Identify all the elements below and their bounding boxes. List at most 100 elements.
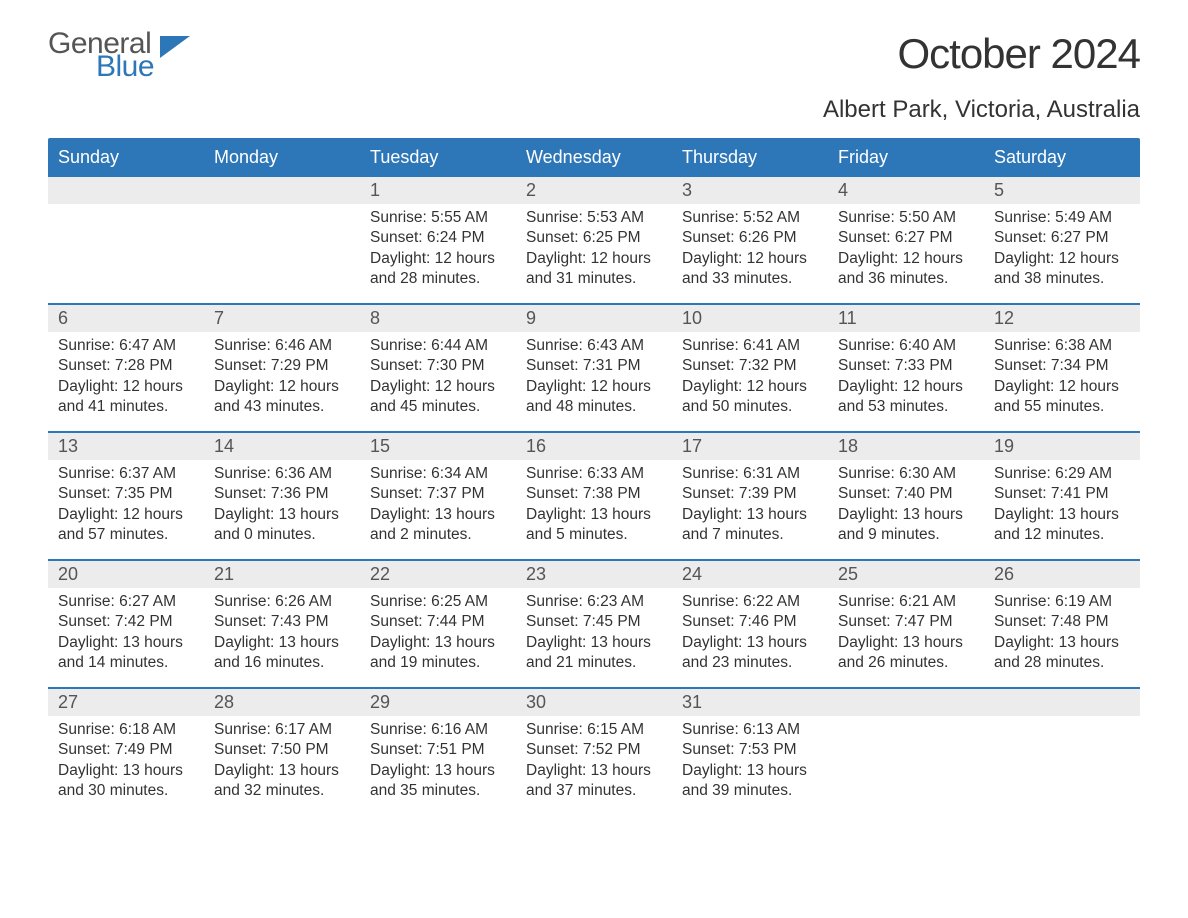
calendar-day-cell: 28Sunrise: 6:17 AMSunset: 7:50 PMDayligh…: [204, 689, 360, 815]
calendar-day-cell: [48, 177, 204, 303]
sunset-line: Sunset: 7:29 PM: [214, 356, 350, 376]
day-number: 14: [204, 433, 360, 460]
sunrise-line: Sunrise: 6:26 AM: [214, 592, 350, 612]
daylight-line: Daylight: 13 hours and 32 minutes.: [214, 761, 350, 802]
sunset-line: Sunset: 6:24 PM: [370, 228, 506, 248]
sunset-line: Sunset: 7:44 PM: [370, 612, 506, 632]
sunrise-line: Sunrise: 6:15 AM: [526, 720, 662, 740]
day-number: 22: [360, 561, 516, 588]
calendar-day-cell: 8Sunrise: 6:44 AMSunset: 7:30 PMDaylight…: [360, 305, 516, 431]
calendar-day-cell: 14Sunrise: 6:36 AMSunset: 7:36 PMDayligh…: [204, 433, 360, 559]
day-number: 11: [828, 305, 984, 332]
day-details: Sunrise: 6:37 AMSunset: 7:35 PMDaylight:…: [48, 460, 204, 546]
day-number: 3: [672, 177, 828, 204]
day-number: 13: [48, 433, 204, 460]
day-number: 23: [516, 561, 672, 588]
calendar-day-cell: 4Sunrise: 5:50 AMSunset: 6:27 PMDaylight…: [828, 177, 984, 303]
sunset-line: Sunset: 7:40 PM: [838, 484, 974, 504]
day-number: 15: [360, 433, 516, 460]
sunrise-line: Sunrise: 6:43 AM: [526, 336, 662, 356]
calendar-day-cell: 15Sunrise: 6:34 AMSunset: 7:37 PMDayligh…: [360, 433, 516, 559]
sunrise-line: Sunrise: 6:18 AM: [58, 720, 194, 740]
day-details: Sunrise: 6:38 AMSunset: 7:34 PMDaylight:…: [984, 332, 1140, 418]
calendar-day-cell: 16Sunrise: 6:33 AMSunset: 7:38 PMDayligh…: [516, 433, 672, 559]
calendar-day-cell: 1Sunrise: 5:55 AMSunset: 6:24 PMDaylight…: [360, 177, 516, 303]
calendar-day-cell: 17Sunrise: 6:31 AMSunset: 7:39 PMDayligh…: [672, 433, 828, 559]
daylight-line: Daylight: 13 hours and 23 minutes.: [682, 633, 818, 674]
sunset-line: Sunset: 7:50 PM: [214, 740, 350, 760]
day-details: Sunrise: 5:52 AMSunset: 6:26 PMDaylight:…: [672, 204, 828, 290]
calendar-day-cell: [828, 689, 984, 815]
day-details: Sunrise: 6:29 AMSunset: 7:41 PMDaylight:…: [984, 460, 1140, 546]
day-number: 2: [516, 177, 672, 204]
daylight-line: Daylight: 12 hours and 53 minutes.: [838, 377, 974, 418]
daylight-line: Daylight: 12 hours and 28 minutes.: [370, 249, 506, 290]
sunset-line: Sunset: 7:39 PM: [682, 484, 818, 504]
calendar-day-cell: 10Sunrise: 6:41 AMSunset: 7:32 PMDayligh…: [672, 305, 828, 431]
sunrise-line: Sunrise: 6:31 AM: [682, 464, 818, 484]
calendar-day-cell: 31Sunrise: 6:13 AMSunset: 7:53 PMDayligh…: [672, 689, 828, 815]
daylight-line: Daylight: 13 hours and 0 minutes.: [214, 505, 350, 546]
sunset-line: Sunset: 7:31 PM: [526, 356, 662, 376]
sunset-line: Sunset: 7:46 PM: [682, 612, 818, 632]
day-number: [828, 689, 984, 716]
day-details: Sunrise: 6:13 AMSunset: 7:53 PMDaylight:…: [672, 716, 828, 802]
daylight-line: Daylight: 13 hours and 19 minutes.: [370, 633, 506, 674]
daylight-line: Daylight: 12 hours and 43 minutes.: [214, 377, 350, 418]
calendar-week-row: 1Sunrise: 5:55 AMSunset: 6:24 PMDaylight…: [48, 177, 1140, 303]
sunrise-line: Sunrise: 6:44 AM: [370, 336, 506, 356]
day-number: 26: [984, 561, 1140, 588]
day-number: 9: [516, 305, 672, 332]
day-number: 27: [48, 689, 204, 716]
day-number: 29: [360, 689, 516, 716]
page-header: General Blue October 2024 Albert Park, V…: [48, 30, 1140, 124]
sunset-line: Sunset: 6:25 PM: [526, 228, 662, 248]
sunrise-line: Sunrise: 5:52 AM: [682, 208, 818, 228]
daylight-line: Daylight: 13 hours and 16 minutes.: [214, 633, 350, 674]
brand-logo: General Blue: [48, 30, 190, 80]
calendar-day-cell: 22Sunrise: 6:25 AMSunset: 7:44 PMDayligh…: [360, 561, 516, 687]
sunset-line: Sunset: 7:41 PM: [994, 484, 1130, 504]
sunset-line: Sunset: 6:26 PM: [682, 228, 818, 248]
day-details: Sunrise: 6:25 AMSunset: 7:44 PMDaylight:…: [360, 588, 516, 674]
daylight-line: Daylight: 12 hours and 31 minutes.: [526, 249, 662, 290]
day-details: Sunrise: 6:47 AMSunset: 7:28 PMDaylight:…: [48, 332, 204, 418]
day-details: Sunrise: 5:50 AMSunset: 6:27 PMDaylight:…: [828, 204, 984, 290]
daylight-line: Daylight: 12 hours and 48 minutes.: [526, 377, 662, 418]
calendar-day-cell: 29Sunrise: 6:16 AMSunset: 7:51 PMDayligh…: [360, 689, 516, 815]
sunrise-line: Sunrise: 6:27 AM: [58, 592, 194, 612]
calendar-day-cell: 20Sunrise: 6:27 AMSunset: 7:42 PMDayligh…: [48, 561, 204, 687]
calendar-day-cell: 2Sunrise: 5:53 AMSunset: 6:25 PMDaylight…: [516, 177, 672, 303]
sunset-line: Sunset: 7:47 PM: [838, 612, 974, 632]
calendar-day-cell: 7Sunrise: 6:46 AMSunset: 7:29 PMDaylight…: [204, 305, 360, 431]
day-details: Sunrise: 6:40 AMSunset: 7:33 PMDaylight:…: [828, 332, 984, 418]
day-number: 17: [672, 433, 828, 460]
calendar-weekday-header: SundayMondayTuesdayWednesdayThursdayFrid…: [48, 138, 1140, 177]
sunset-line: Sunset: 7:51 PM: [370, 740, 506, 760]
sunset-line: Sunset: 7:38 PM: [526, 484, 662, 504]
calendar-day-cell: 18Sunrise: 6:30 AMSunset: 7:40 PMDayligh…: [828, 433, 984, 559]
calendar-week-row: 6Sunrise: 6:47 AMSunset: 7:28 PMDaylight…: [48, 303, 1140, 431]
day-details: Sunrise: 5:55 AMSunset: 6:24 PMDaylight:…: [360, 204, 516, 290]
weekday-header-cell: Monday: [204, 138, 360, 177]
day-number: 8: [360, 305, 516, 332]
day-details: Sunrise: 6:46 AMSunset: 7:29 PMDaylight:…: [204, 332, 360, 418]
daylight-line: Daylight: 13 hours and 26 minutes.: [838, 633, 974, 674]
sunrise-line: Sunrise: 6:29 AM: [994, 464, 1130, 484]
sunrise-line: Sunrise: 6:36 AM: [214, 464, 350, 484]
calendar-day-cell: [984, 689, 1140, 815]
daylight-line: Daylight: 12 hours and 50 minutes.: [682, 377, 818, 418]
day-number: 10: [672, 305, 828, 332]
day-number: 12: [984, 305, 1140, 332]
day-number: [48, 177, 204, 204]
weekday-header-cell: Wednesday: [516, 138, 672, 177]
daylight-line: Daylight: 13 hours and 39 minutes.: [682, 761, 818, 802]
sunset-line: Sunset: 7:53 PM: [682, 740, 818, 760]
day-details: Sunrise: 6:44 AMSunset: 7:30 PMDaylight:…: [360, 332, 516, 418]
day-number: 25: [828, 561, 984, 588]
day-number: [984, 689, 1140, 716]
daylight-line: Daylight: 12 hours and 45 minutes.: [370, 377, 506, 418]
sunset-line: Sunset: 7:42 PM: [58, 612, 194, 632]
sunrise-line: Sunrise: 6:33 AM: [526, 464, 662, 484]
daylight-line: Daylight: 13 hours and 12 minutes.: [994, 505, 1130, 546]
